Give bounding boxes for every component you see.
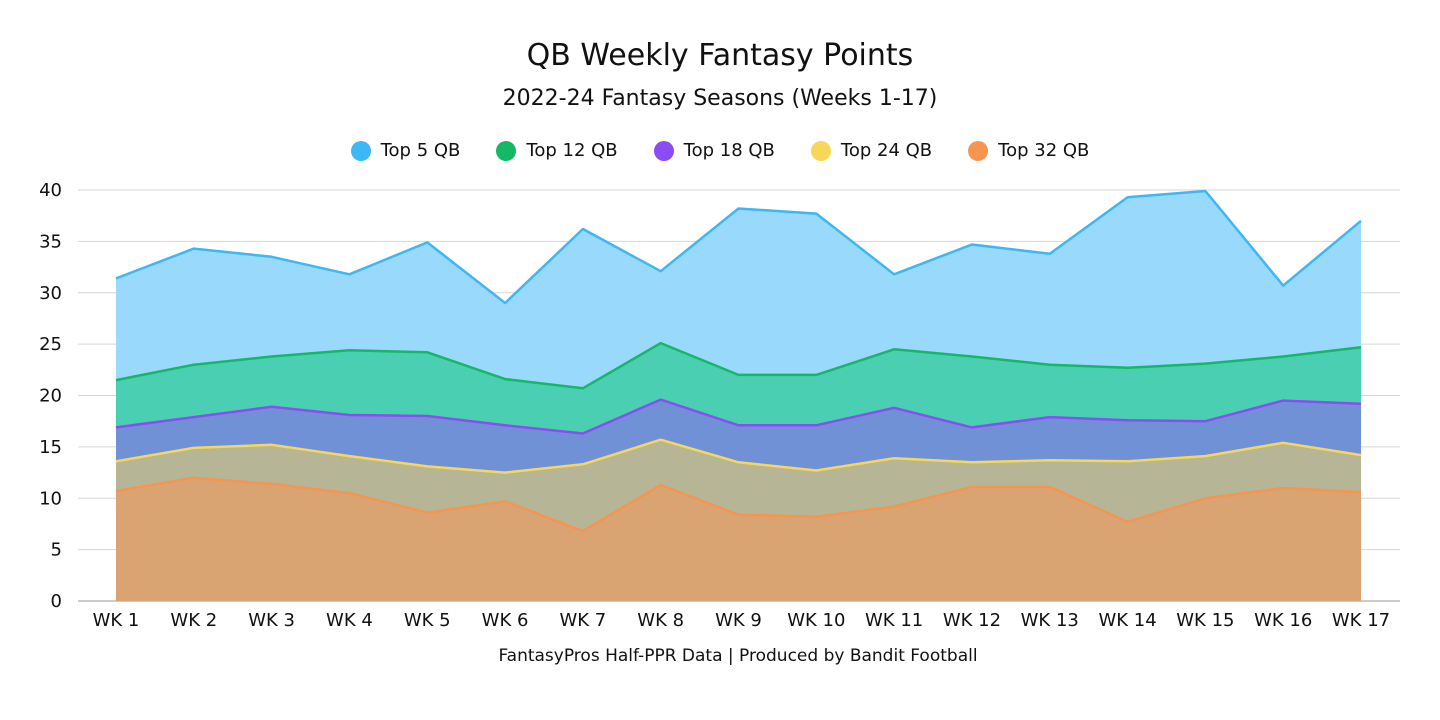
x-tick-label-6: WK 6 [482, 610, 529, 631]
y-tick-label-25: 25 [39, 334, 62, 355]
x-tick-label-13: WK 13 [1021, 610, 1079, 631]
legend: Top 5 QB Top 12 QB Top 18 QB Top 24 QB T… [0, 140, 1440, 161]
x-tick-label-11: WK 11 [865, 610, 923, 631]
legend-label-top32: Top 32 QB [998, 140, 1090, 161]
y-tick-label-40: 40 [39, 180, 62, 201]
y-tick-label-35: 35 [39, 231, 62, 252]
legend-label-top5: Top 5 QB [380, 140, 461, 161]
legend-item-top5[interactable]: Top 5 QB [350, 140, 461, 161]
legend-label-top18: Top 18 QB [683, 140, 775, 161]
legend-swatch-top32 [968, 140, 989, 161]
chart-title: QB Weekly Fantasy Points [526, 38, 914, 73]
line-top5 [115, 189, 1362, 305]
line-top24 [115, 438, 1362, 474]
legend-item-top18[interactable]: Top 18 QB [653, 140, 775, 161]
x-tick-label-10: WK 10 [787, 610, 845, 631]
line-top32 [115, 476, 1362, 533]
x-tick-label-15: WK 15 [1176, 610, 1234, 631]
legend-swatch-top12 [496, 140, 517, 161]
x-tick-label-5: WK 5 [404, 610, 451, 631]
x-tick-label-4: WK 4 [326, 610, 373, 631]
x-tick-label-2: WK 2 [170, 610, 217, 631]
x-tick-label-8: WK 8 [637, 610, 684, 631]
area-top32 [116, 477, 1361, 601]
legend-label-top12: Top 12 QB [526, 140, 618, 161]
chart-footer: FantasyPros Half-PPR Data | Produced by … [498, 646, 978, 666]
x-tick-label-1: WK 1 [93, 610, 140, 631]
x-tick-label-14: WK 14 [1098, 610, 1156, 631]
x-tick-label-7: WK 7 [559, 610, 606, 631]
y-tick-label-0: 0 [51, 591, 62, 612]
legend-item-top32[interactable]: Top 32 QB [968, 140, 1089, 161]
line-top18 [115, 398, 1362, 435]
legend-swatch-top5 [350, 140, 371, 161]
y-tick-label-20: 20 [39, 386, 62, 407]
x-tick-label-12: WK 12 [943, 610, 1001, 631]
legend-swatch-top18 [653, 140, 674, 161]
legend-label-top24: Top 24 QB [840, 140, 933, 161]
line-top12 [115, 341, 1362, 390]
y-tick-label-10: 10 [39, 488, 62, 509]
x-tick-label-9: WK 9 [715, 610, 762, 631]
y-tick-label-30: 30 [39, 283, 62, 304]
legend-item-top24[interactable]: Top 24 QB [810, 140, 933, 161]
x-tick-label-16: WK 16 [1254, 610, 1312, 631]
chart-subtitle: 2022-24 Fantasy Seasons (Weeks 1-17) [502, 86, 938, 111]
legend-item-top12[interactable]: Top 12 QB [496, 140, 618, 161]
x-tick-label-17: WK 17 [1332, 610, 1390, 631]
y-tick-label-15: 15 [39, 437, 62, 458]
legend-swatch-top24 [810, 140, 831, 161]
x-tick-label-3: WK 3 [248, 610, 295, 631]
y-tick-label-5: 5 [51, 540, 62, 561]
